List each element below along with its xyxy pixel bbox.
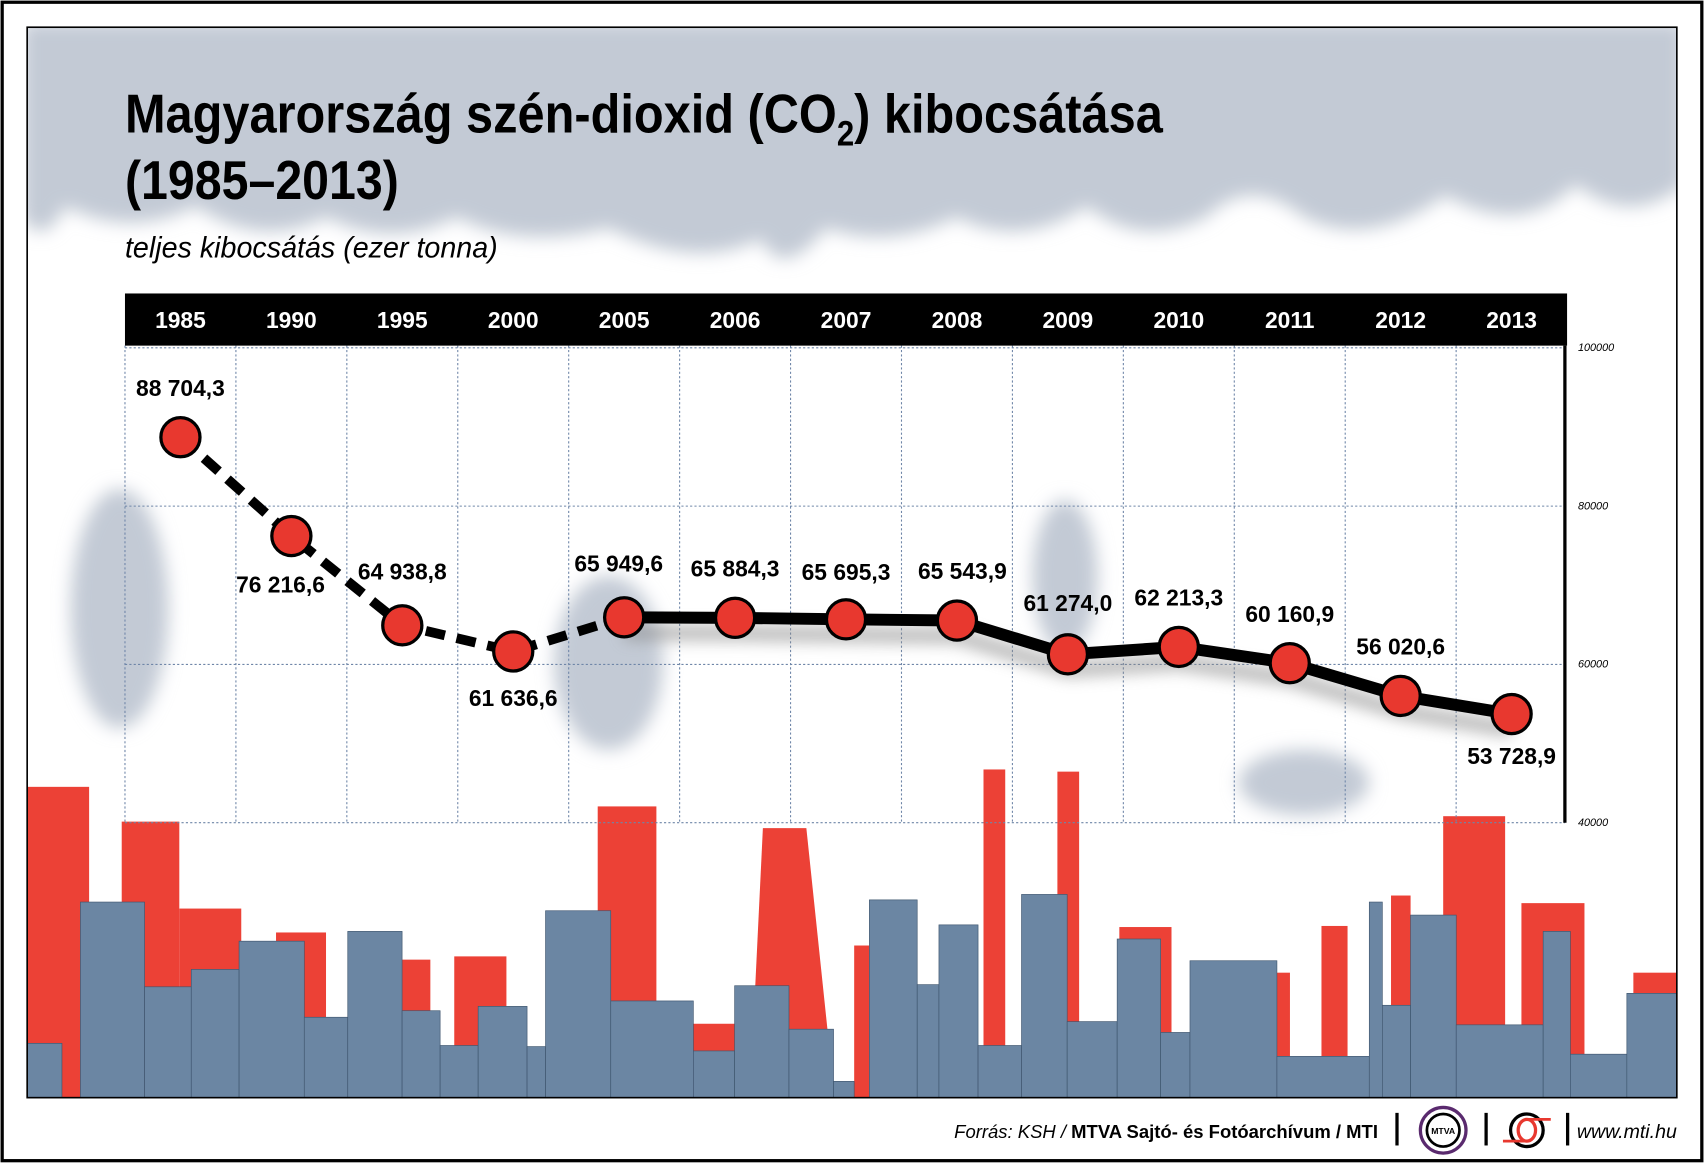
- data-point[interactable]: [1379, 674, 1422, 718]
- skyline-blue-block: [1066, 1021, 1118, 1098]
- skyline-blue-block: [1368, 901, 1383, 1098]
- y-tick-label: 60000: [1578, 659, 1608, 671]
- x-tick-label: 1985: [155, 307, 206, 333]
- skyline-blue-block: [1542, 931, 1571, 1098]
- skyline-blue-block: [869, 899, 918, 1098]
- data-label: 61 636,6: [469, 685, 558, 711]
- skyline-blue-block: [1626, 993, 1677, 1098]
- footer: Forrás: KSH / MTVA Sajtó- és Fotóarchívu…: [954, 1105, 1677, 1155]
- x-tick-label: 2006: [710, 307, 761, 333]
- x-tick-label: 2000: [488, 307, 539, 333]
- skyline-blue-block: [1455, 1024, 1544, 1098]
- skyline-blue-block: [1116, 938, 1161, 1098]
- skyline-blue-block: [1382, 1004, 1411, 1098]
- data-point[interactable]: [492, 630, 535, 673]
- source-text: Forrás: KSH / MTVA Sajtó- és Fotóarchívu…: [954, 1121, 1378, 1142]
- skyline-blue-block: [27, 1042, 63, 1098]
- x-tick-label: 2007: [821, 307, 872, 333]
- data-point[interactable]: [1046, 633, 1090, 676]
- skyline-red-block: [983, 769, 1006, 1098]
- data-label: 64 938,8: [358, 559, 447, 585]
- skyline-blue-block: [526, 1046, 546, 1098]
- skyline-blue-block: [190, 969, 240, 1098]
- data-point[interactable]: [270, 514, 313, 558]
- x-tick-label: 1990: [266, 307, 317, 333]
- skyline-blue-block: [938, 924, 979, 1098]
- x-tick-label: 2008: [932, 307, 983, 333]
- data-label: 88 704,3: [136, 375, 225, 401]
- panel-border: [26, 26, 1678, 1099]
- data-label: 65 543,9: [918, 558, 1007, 584]
- y-tick-label: 40000: [1578, 817, 1608, 829]
- website-link[interactable]: www.mti.hu: [1577, 1121, 1677, 1143]
- data-point[interactable]: [1157, 625, 1201, 669]
- skyline-blue-block: [1410, 914, 1457, 1098]
- skyline-blue-block: [1276, 1056, 1370, 1098]
- x-tick-label: 2011: [1265, 307, 1315, 333]
- skyline-blue-block: [693, 1050, 735, 1098]
- line-chart: 100000 80000 60000 40000 1985 1990 1995 2000 200…: [124, 293, 1614, 829]
- data-label: 61 274,0: [1023, 590, 1112, 616]
- divider: [1395, 1112, 1399, 1146]
- data-point[interactable]: [1268, 641, 1311, 685]
- skyline-blue-block: [303, 1016, 349, 1098]
- x-tick-label: 2012: [1375, 307, 1426, 333]
- skyline-blue-block: [1189, 960, 1278, 1098]
- data-point[interactable]: [381, 604, 424, 647]
- chart-title-years: (1985–2013): [125, 150, 399, 211]
- chart-title: Magyarország szén-dioxid (CO2) kibocsátá…: [125, 84, 1164, 154]
- data-point[interactable]: [159, 416, 202, 459]
- skyline-blue-block: [788, 1028, 834, 1098]
- skyline-blue-block: [916, 984, 940, 1098]
- x-tick-label: 2005: [599, 307, 650, 333]
- data-point[interactable]: [713, 596, 757, 640]
- data-point[interactable]: [602, 596, 646, 639]
- data-point[interactable]: [824, 598, 868, 641]
- skyline-blue-block: [347, 931, 403, 1098]
- skyline-decoration: [27, 769, 1677, 1098]
- skyline-blue-block: [545, 910, 612, 1098]
- data-label: 60 160,9: [1245, 601, 1334, 627]
- skyline-blue-block: [977, 1045, 1022, 1098]
- y-tick-label: 80000: [1578, 500, 1608, 512]
- x-tick-label: 2009: [1043, 307, 1094, 333]
- mtva-logo: MTVA: [1418, 1105, 1468, 1155]
- skyline-blue-block: [401, 1010, 441, 1098]
- data-label: 65 949,6: [574, 551, 663, 577]
- chart-subtitle: teljes kibocsátás (ezer tonna): [125, 232, 498, 265]
- skyline-blue-block: [439, 1045, 479, 1098]
- skyline-blue-block: [1021, 894, 1068, 1098]
- data-label: 56 020,6: [1356, 634, 1445, 660]
- skyline-blue-block: [610, 1000, 694, 1098]
- data-point[interactable]: [1490, 692, 1533, 736]
- year-header-bar: [124, 293, 1568, 346]
- skyline-blue-block: [238, 940, 305, 1098]
- skyline-blue-block: [1160, 1032, 1191, 1098]
- y-tick-label: 100000: [1578, 342, 1614, 354]
- skyline-blue-block: [477, 1006, 528, 1098]
- data-label: 65 695,3: [802, 559, 891, 585]
- data-label: 62 213,3: [1134, 585, 1223, 611]
- data-label: 65 884,3: [691, 556, 780, 582]
- data-point[interactable]: [935, 599, 979, 642]
- skyline-blue-block: [80, 901, 145, 1098]
- svg-text:MTVA: MTVA: [1431, 1126, 1456, 1136]
- skyline-blue-block: [833, 1081, 855, 1098]
- skyline-blue-block: [1570, 1053, 1628, 1098]
- data-label: 53 728,9: [1467, 743, 1556, 769]
- skyline-blue-block: [144, 986, 192, 1098]
- divider: [1484, 1112, 1488, 1146]
- skyline-blue-block: [734, 985, 790, 1098]
- x-tick-label: 2010: [1153, 307, 1204, 333]
- x-tick-label: 1995: [377, 307, 428, 333]
- x-tick-label: 2013: [1486, 307, 1537, 333]
- data-label: 76 216,6: [236, 572, 325, 598]
- divider: [1565, 1112, 1570, 1146]
- skyline-red-block: [854, 945, 870, 1098]
- mti-logo: [1502, 1112, 1551, 1149]
